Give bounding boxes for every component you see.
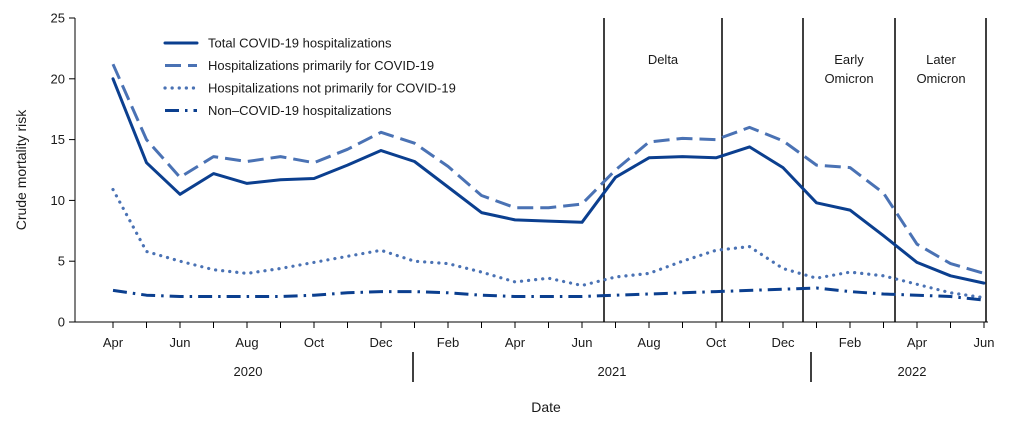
x-tick-label: Feb — [839, 335, 861, 350]
x-tick-label: Oct — [304, 335, 325, 350]
legend-label: Non–COVID-19 hospitalizations — [208, 103, 392, 118]
y-tick-label: 5 — [58, 254, 65, 269]
y-tick-label: 15 — [51, 132, 65, 147]
y-axis-title: Crude mortality risk — [13, 109, 29, 231]
x-tick-label: Apr — [505, 335, 526, 350]
x-tick-label: Dec — [771, 335, 795, 350]
x-tick-label: Apr — [103, 335, 124, 350]
series-line-dotted — [111, 187, 986, 300]
period-label: Later — [926, 52, 956, 67]
legend-label: Total COVID-19 hospitalizations — [208, 36, 392, 51]
x-axis-title: Date — [531, 399, 561, 415]
y-tick-label: 25 — [51, 11, 65, 26]
series-line-dashdot — [112, 286, 985, 302]
x-tick-label: Jun — [974, 335, 995, 350]
x-tick-label: Aug — [235, 335, 258, 350]
period-label: Omicron — [824, 71, 873, 86]
x-tick-label: Jun — [572, 335, 593, 350]
x-tick-label: Jun — [170, 335, 191, 350]
x-tick-label: Feb — [437, 335, 459, 350]
period-label: Early — [834, 52, 864, 67]
x-tick-label: Dec — [369, 335, 393, 350]
y-tick-label: 10 — [51, 193, 65, 208]
series-line-solid — [111, 77, 986, 285]
year-label: 2020 — [234, 364, 263, 379]
series-line-dashed — [111, 63, 985, 275]
year-label: 2022 — [898, 364, 927, 379]
x-tick-label: Oct — [706, 335, 727, 350]
legend-label: Hospitalizations not primarily for COVID… — [208, 81, 456, 96]
period-label: Omicron — [916, 71, 965, 86]
x-tick-label: Apr — [907, 335, 928, 350]
y-tick-label: 0 — [58, 315, 65, 330]
x-tick-label: Aug — [637, 335, 660, 350]
legend-label: Hospitalizations primarily for COVID-19 — [208, 58, 434, 73]
period-label: Delta — [648, 52, 679, 67]
year-label: 2021 — [598, 364, 627, 379]
y-tick-label: 20 — [51, 71, 65, 86]
